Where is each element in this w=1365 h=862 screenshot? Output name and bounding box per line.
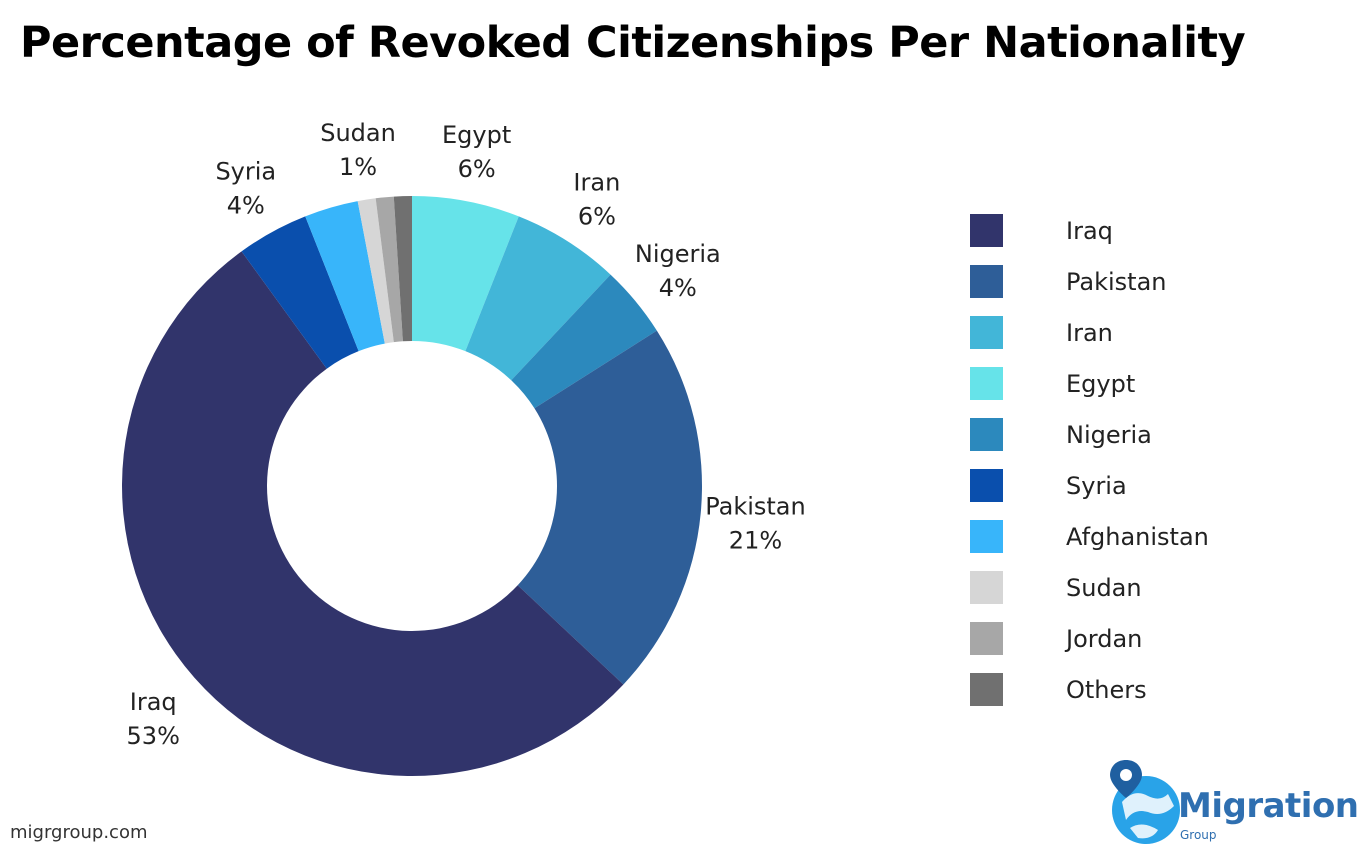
footer-url: migrgroup.com [10, 822, 148, 843]
legend-swatch [970, 367, 1003, 400]
data-label-pakistan: Pakistan 21% [705, 492, 806, 554]
slice-label-name: Sudan [320, 119, 396, 147]
legend-label: Jordan [1066, 624, 1143, 653]
slice-label-percent: 4% [227, 192, 265, 220]
slice-labels: Egypt 6% Iran 6% Nigeria 4% Pakistan 21% Iraq 53%… [127, 119, 806, 750]
slice-label-name: Egypt [442, 121, 511, 149]
legend-swatch [970, 673, 1003, 706]
slice-iraq [122, 251, 624, 777]
legend-swatch [970, 214, 1003, 247]
slice-label-percent: 1% [339, 153, 377, 181]
chart-legend: Iraq Pakistan Iran Egypt Nigeria Syria Afghani… [970, 205, 1209, 715]
slice-iran [465, 216, 611, 381]
slice-others [393, 196, 412, 342]
legend-label: Afghanistan [1066, 522, 1209, 551]
donut-slices [122, 196, 702, 777]
legend-item-egypt: Egypt [970, 358, 1209, 409]
legend-item-iraq: Iraq [970, 205, 1209, 256]
legend-label: Iran [1066, 318, 1113, 347]
legend-item-syria: Syria [970, 460, 1209, 511]
legend-label: Nigeria [1066, 420, 1152, 449]
legend-item-nigeria: Nigeria [970, 409, 1209, 460]
data-label-egypt: Egypt 6% [442, 121, 511, 183]
slice-label-name: Iraq [130, 688, 177, 716]
legend-label: Syria [1066, 471, 1127, 500]
slice-label-percent: 4% [659, 274, 697, 302]
slice-syria [241, 216, 359, 369]
legend-swatch [970, 316, 1003, 349]
legend-item-sudan: Sudan [970, 562, 1209, 613]
slice-jordan [375, 196, 403, 343]
slice-afghanistan [305, 201, 385, 352]
data-label-iran: Iran 6% [573, 169, 620, 231]
slice-label-name: Nigeria [635, 240, 721, 268]
slice-pakistan [517, 330, 702, 685]
legend-swatch [970, 469, 1003, 502]
slice-label-name: Pakistan [705, 492, 806, 520]
migration-group-logo: Migration Group [1108, 758, 1359, 850]
slice-nigeria [511, 274, 657, 409]
legend-label: Iraq [1066, 216, 1113, 245]
legend-swatch [970, 265, 1003, 298]
legend-item-iran: Iran [970, 307, 1209, 358]
legend-label: Egypt [1066, 369, 1136, 398]
globe-pin-icon [1110, 760, 1180, 844]
legend-item-others: Others [970, 664, 1209, 715]
logo-wordmark: Migration [1178, 786, 1359, 826]
legend-swatch [970, 418, 1003, 451]
legend-swatch [970, 520, 1003, 553]
slice-sudan [357, 198, 394, 344]
slice-label-name: Iran [573, 169, 620, 197]
slice-label-percent: 6% [458, 155, 496, 183]
legend-label: Others [1066, 675, 1147, 704]
chart-title: Percentage of Revoked Citizenships Per N… [20, 18, 1246, 68]
logo-subtitle: Group [1180, 828, 1217, 842]
legend-label: Pakistan [1066, 267, 1167, 296]
data-label-nigeria: Nigeria 4% [635, 240, 721, 302]
data-label-iraq: Iraq 53% [127, 688, 180, 750]
legend-item-afghanistan: Afghanistan [970, 511, 1209, 562]
slice-egypt [412, 196, 519, 352]
slice-label-name: Syria [215, 158, 276, 186]
legend-item-jordan: Jordan [970, 613, 1209, 664]
legend-label: Sudan [1066, 573, 1142, 602]
legend-item-pakistan: Pakistan [970, 256, 1209, 307]
data-label-syria: Syria 4% [215, 158, 276, 220]
slice-label-percent: 53% [127, 722, 180, 750]
data-label-sudan: Sudan 1% [320, 119, 396, 181]
legend-swatch [970, 571, 1003, 604]
legend-swatch [970, 622, 1003, 655]
slice-label-percent: 21% [729, 526, 782, 554]
slice-label-percent: 6% [578, 203, 616, 231]
donut-chart: Egypt 6% Iran 6% Nigeria 4% Pakistan 21% Iraq 53%… [122, 119, 806, 777]
